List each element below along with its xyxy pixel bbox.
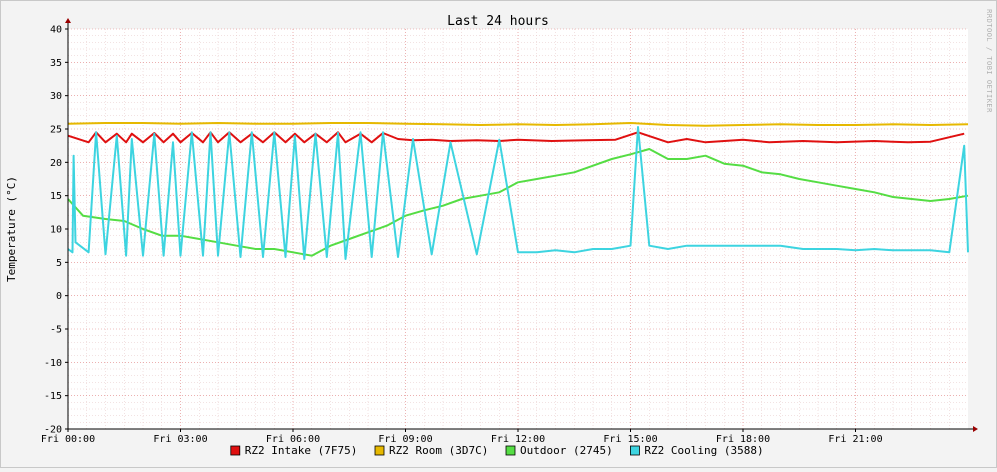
tick-labels: -20 -15 -10 -5 0 5 10 15 20 25 30 35 40 Fri 00:00 Fri …	[41, 25, 883, 446]
x-tick-label: Fri 03:00	[153, 434, 207, 445]
y-tick-label: 10	[50, 225, 62, 236]
axes	[65, 18, 978, 432]
x-tick-label: Fri 12:00	[491, 434, 545, 445]
x-tick-label: Fri 06:00	[266, 434, 320, 445]
y-tick-label: 0	[56, 291, 62, 302]
y-tick-label: 5	[56, 258, 62, 269]
legend-label-3: RZ2 Cooling (3588)	[644, 444, 763, 457]
x-axis-arrow	[973, 426, 978, 432]
legend-swatch-3	[630, 445, 640, 456]
y-tick-label: 15	[50, 191, 62, 202]
y-tick-label: 25	[50, 125, 62, 136]
legend-swatch-2	[505, 445, 516, 456]
x-tick-label: Fri 18:00	[716, 434, 770, 445]
y-axis-arrow	[65, 18, 71, 23]
y-tick-label: 20	[50, 158, 62, 169]
y-tick-label: 35	[50, 58, 62, 69]
rrdtool-watermark: RRDTOOL / TOBI OETIKER	[985, 9, 993, 113]
series-lines	[67, 122, 969, 260]
legend-swatch-1	[374, 445, 385, 456]
x-tick-label: Fri 00:00	[41, 434, 95, 445]
legend-label-0: RZ2 Intake (7F75)	[245, 444, 358, 457]
y-tick-label: 30	[50, 91, 62, 102]
legend-label-1: RZ2 Room (3D7C)	[389, 444, 488, 457]
legend: RZ2 Intake (7F75) RZ2 Room (3D7C) Outdoor …	[230, 444, 764, 457]
legend-label-2: Outdoor (2745)	[520, 444, 613, 457]
y-tick-label: -5	[50, 325, 62, 336]
y-tick-label: -15	[44, 391, 62, 402]
y-tick-label: -20	[44, 425, 62, 436]
x-tick-label: Fri 21:00	[828, 434, 882, 445]
y-tick-label: 40	[50, 25, 62, 36]
series-line-3	[67, 126, 969, 260]
y-tick-label: -10	[44, 358, 62, 369]
x-tick-label: Fri 15:00	[603, 434, 657, 445]
grid-lines	[67, 28, 968, 430]
chart-title: Last 24 hours	[447, 14, 549, 29]
y-axis-label: Temperature (°C)	[5, 176, 18, 282]
x-tick-label: Fri 09:00	[378, 434, 432, 445]
series-line-1	[67, 122, 969, 127]
legend-swatch-0	[230, 445, 241, 456]
